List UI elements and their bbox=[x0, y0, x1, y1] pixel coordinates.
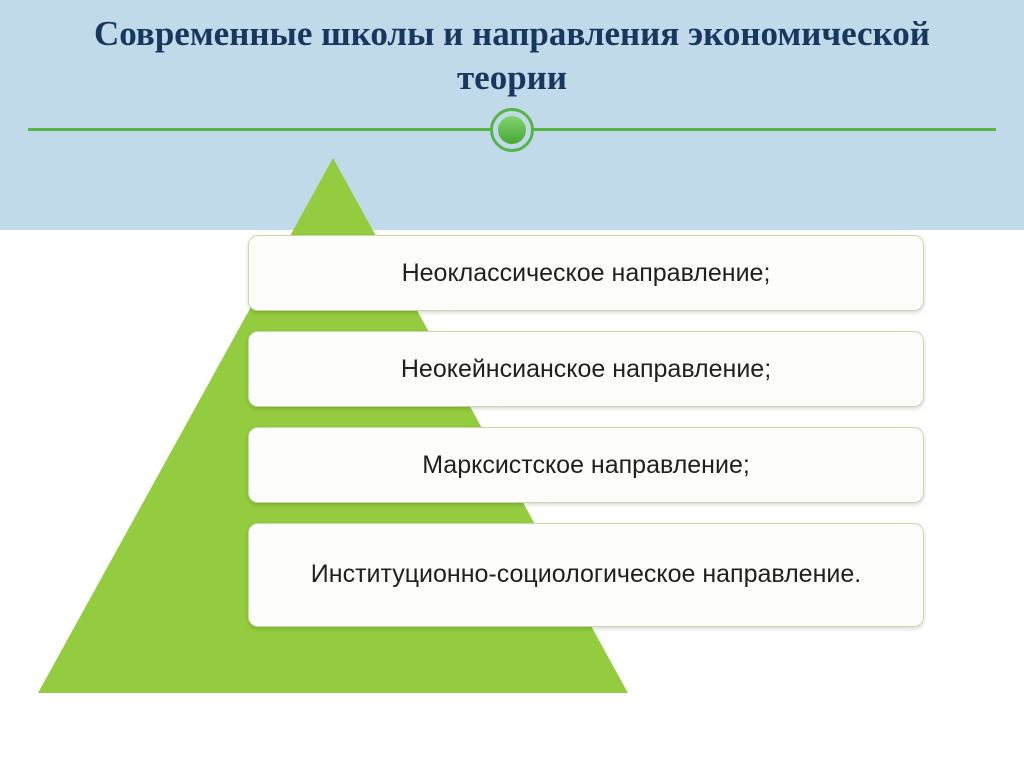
list-item: Неокейнсианское направление; bbox=[248, 331, 924, 407]
list-item: Институционно-социологическое направлени… bbox=[248, 523, 924, 627]
pyramid-items: Неоклассическое направление; Неокейнсиан… bbox=[248, 235, 924, 627]
decor-circle-inner bbox=[498, 116, 526, 144]
slide-title: Современные школы и направления экономич… bbox=[0, 12, 1024, 100]
list-item: Марксистское направление; bbox=[248, 427, 924, 503]
slide: Современные школы и направления экономич… bbox=[0, 0, 1024, 767]
list-item-label: Марксистское направление; bbox=[422, 451, 750, 480]
list-item: Неоклассическое направление; bbox=[248, 235, 924, 311]
list-item-label: Институционно-социологическое направлени… bbox=[311, 559, 861, 590]
list-item-label: Неокейнсианское направление; bbox=[401, 355, 771, 384]
list-item-label: Неоклассическое направление; bbox=[402, 259, 771, 288]
